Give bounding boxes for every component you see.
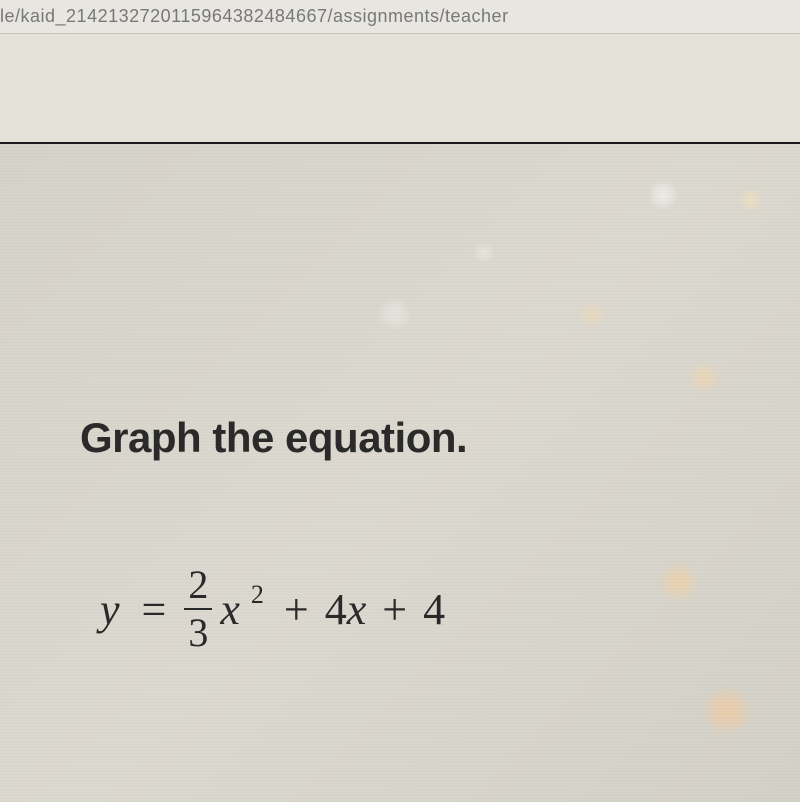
plus-operator: + <box>366 584 423 635</box>
bokeh-light <box>690 364 718 392</box>
browser-url-bar: le/kaid_2142132720115964382484667/assign… <box>0 0 800 34</box>
linear-variable: x <box>347 584 367 635</box>
bokeh-light <box>660 564 696 600</box>
page-content: Graph the equation. y = 2 3 x2 + 4x + 4 <box>0 142 800 802</box>
x-var: x <box>220 585 240 634</box>
browser-toolbar-gap <box>0 34 800 142</box>
equation: y = 2 3 x2 + 4x + 4 <box>100 564 445 654</box>
browser-url-text: le/kaid_2142132720115964382484667/assign… <box>0 6 800 27</box>
screen-grain-overlay <box>0 144 800 802</box>
equation-lhs: y <box>100 584 130 635</box>
bokeh-light <box>475 244 493 262</box>
bokeh-light <box>580 302 604 326</box>
x-exponent: 2 <box>251 580 264 610</box>
bokeh-light <box>650 182 676 208</box>
plus-operator: + <box>268 584 325 635</box>
linear-coefficient: 4 <box>325 584 347 635</box>
bokeh-light <box>380 299 410 329</box>
bokeh-light <box>705 689 749 733</box>
constant-term: 4 <box>423 584 445 635</box>
equation-row: y = 2 3 x2 + 4x + 4 <box>100 564 445 654</box>
question-prompt: Graph the equation. <box>80 414 467 462</box>
fraction-numerator: 2 <box>184 564 212 608</box>
equals-sign: = <box>130 584 179 635</box>
fraction-denominator: 3 <box>184 608 212 654</box>
question-title-text: Graph the equation. <box>80 414 467 462</box>
x-squared-term: x2 <box>218 584 268 635</box>
equation-fraction: 2 3 <box>178 564 218 654</box>
bokeh-light <box>740 189 762 211</box>
